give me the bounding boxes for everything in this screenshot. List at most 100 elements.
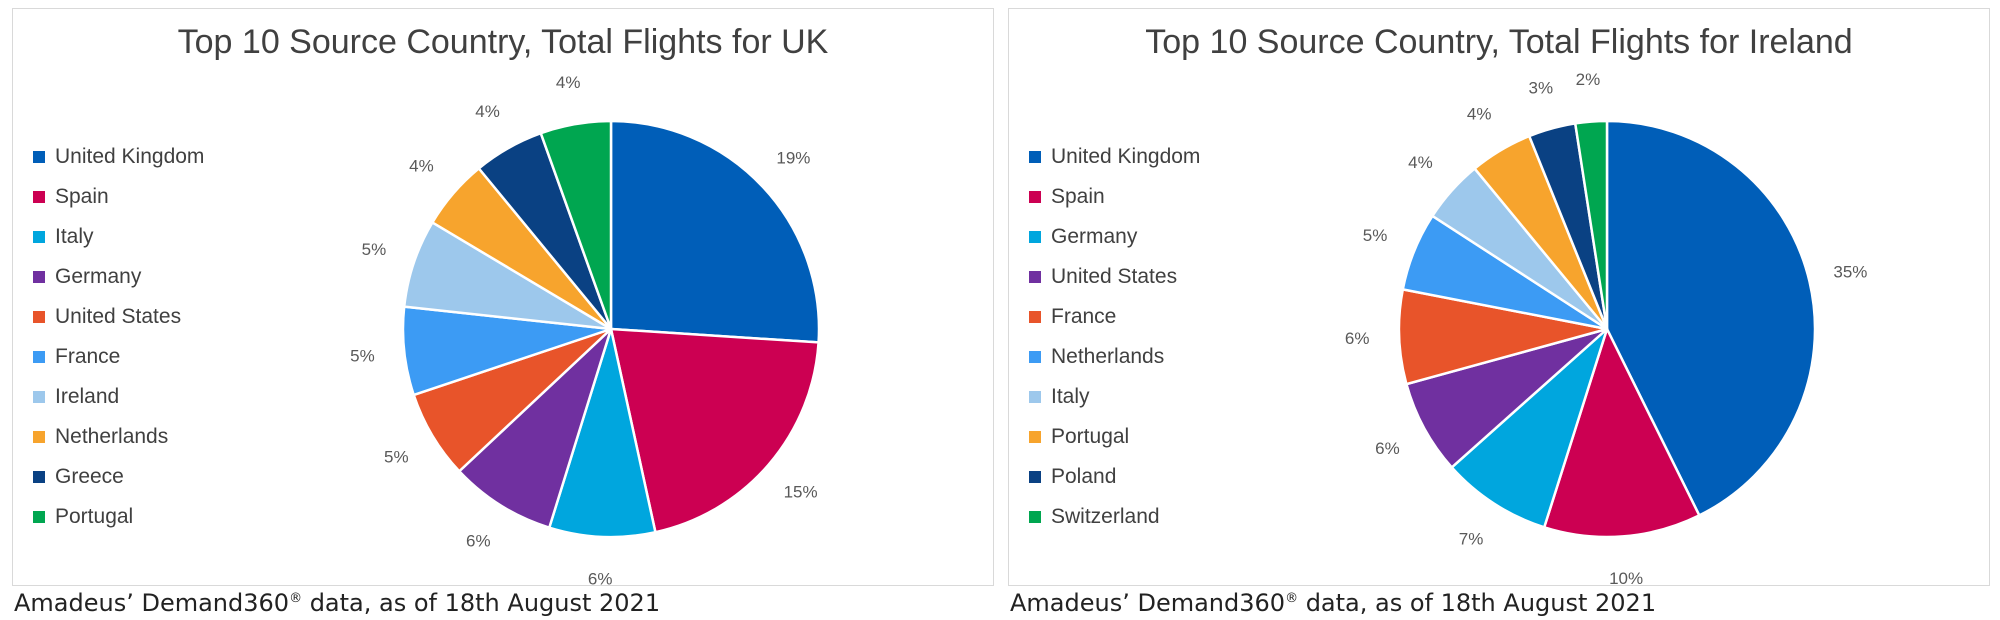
pie-slice-portugal xyxy=(539,119,613,331)
legend-label: Ireland xyxy=(55,385,120,408)
legend-label: Switzerland xyxy=(1051,505,1160,528)
legend-label: United States xyxy=(55,305,182,328)
pie-slice-italy xyxy=(548,327,657,539)
data-label-united-states: 6% xyxy=(1375,439,1400,458)
legend-swatch xyxy=(33,191,45,203)
legend-label: United States xyxy=(1051,265,1178,288)
legend-label: Portugal xyxy=(1051,425,1130,448)
legend-item-switzerland: Switzerland xyxy=(1029,497,1200,537)
source-caption: Amadeus’ Demand360® data, as of 18th Aug… xyxy=(14,589,660,617)
legend-swatch xyxy=(33,351,45,363)
legend-swatch xyxy=(1029,511,1041,523)
registered-mark: ® xyxy=(289,591,303,606)
legend-label: United Kingdom xyxy=(55,145,205,168)
legend-item-france: France xyxy=(1029,297,1200,337)
legend-swatch xyxy=(1029,391,1041,403)
data-label-spain: 10% xyxy=(1609,569,1643,587)
legend-label: Spain xyxy=(55,185,109,208)
legend-swatch xyxy=(1029,191,1041,203)
legend-label: Italy xyxy=(1051,385,1090,408)
data-label-united-states: 5% xyxy=(384,448,409,467)
legend: United Kingdom Spain Italy Germany United St… xyxy=(33,137,204,537)
data-label-italy: 6% xyxy=(588,569,613,587)
source-caption: Amadeus’ Demand360® data, as of 18th Aug… xyxy=(1010,589,1656,617)
legend-label: France xyxy=(1051,305,1117,328)
legend-item-united-kingdom: United Kingdom xyxy=(1029,137,1200,177)
legend-item-italy: Italy xyxy=(1029,377,1200,417)
data-label-portugal: 4% xyxy=(1467,105,1492,124)
data-label-germany: 6% xyxy=(466,531,491,550)
chart-title: Top 10 Source Country, Total Flights for… xyxy=(177,23,829,61)
legend-label: Greece xyxy=(55,465,124,488)
legend-swatch xyxy=(1029,151,1041,163)
legend-item-united-states: United States xyxy=(33,297,204,337)
legend-swatch xyxy=(1029,431,1041,443)
registered-mark: ® xyxy=(1285,591,1299,606)
data-label-switzerland: 2% xyxy=(1576,70,1601,89)
legend-swatch xyxy=(33,511,45,523)
pie-slice-spain xyxy=(609,327,820,534)
legend-item-united-kingdom: United Kingdom xyxy=(33,137,204,177)
data-label-france: 5% xyxy=(350,346,375,365)
pie-slice-united-kingdom xyxy=(609,119,821,344)
data-label-poland: 3% xyxy=(1529,78,1554,97)
pie-chart: 35% 10% 7% 6% 6% 5% 4% 4% 3% 2% xyxy=(1345,70,1868,587)
data-label-spain: 15% xyxy=(784,483,818,502)
legend-label: United Kingdom xyxy=(1051,145,1201,168)
legend-swatch xyxy=(1029,231,1041,243)
legend-item-poland: Poland xyxy=(1029,457,1200,497)
data-label-germany: 7% xyxy=(1459,529,1484,548)
legend-item-united-states: United States xyxy=(1029,257,1200,297)
data-label-france: 6% xyxy=(1345,329,1370,348)
legend-swatch xyxy=(1029,351,1041,363)
legend-swatch xyxy=(33,471,45,483)
pie-slice-germany xyxy=(458,327,613,529)
legend-item-netherlands: Netherlands xyxy=(1029,337,1200,377)
legend-item-spain: Spain xyxy=(1029,177,1200,217)
data-label-ireland: 5% xyxy=(362,240,387,259)
legend-item-germany: Germany xyxy=(1029,217,1200,257)
legend-item-netherlands: Netherlands xyxy=(33,417,204,457)
data-label-greece: 4% xyxy=(475,102,500,121)
pie-slice-spain xyxy=(1542,327,1701,539)
source-text: Amadeus’ Demand360 xyxy=(1010,589,1286,617)
data-label-united-kingdom: 19% xyxy=(776,149,810,168)
chart-panel-uk: Top 10 Source Country, Total Flights for… xyxy=(12,8,994,587)
legend-label: Spain xyxy=(1051,185,1105,208)
legend-swatch xyxy=(33,391,45,403)
legend-item-france: France xyxy=(33,337,204,377)
legend-label: Netherlands xyxy=(55,425,169,448)
data-label-italy: 4% xyxy=(1408,153,1433,172)
source-text: Amadeus’ Demand360 xyxy=(14,589,290,617)
legend-item-portugal: Portugal xyxy=(33,497,204,537)
legend: United Kingdom Spain Germany United States F… xyxy=(1029,137,1200,537)
pie-chart: 19% 15% 6% 6% 5% 5% 5% 4% 4% 4% xyxy=(350,73,821,587)
pie-slice-switzerland xyxy=(1573,119,1609,331)
legend-item-portugal: Portugal xyxy=(1029,417,1200,457)
legend-label: France xyxy=(55,345,121,368)
legend-label: Portugal xyxy=(55,505,134,528)
legend-label: Germany xyxy=(55,265,142,288)
legend-swatch xyxy=(1029,311,1041,323)
pie-slice-united-kingdom xyxy=(1605,119,1817,517)
legend-item-germany: Germany xyxy=(33,257,204,297)
legend-label: Germany xyxy=(1051,225,1138,248)
legend-label: Netherlands xyxy=(1051,345,1165,368)
legend-swatch xyxy=(33,151,45,163)
source-text-rest: data, as of 18th August 2021 xyxy=(1298,589,1657,617)
legend-item-ireland: Ireland xyxy=(33,377,204,417)
legend-item-italy: Italy xyxy=(33,217,204,257)
chart-title: Top 10 Source Country, Total Flights for… xyxy=(1145,23,1853,61)
data-label-united-kingdom: 35% xyxy=(1833,263,1867,282)
legend-item-spain: Spain xyxy=(33,177,204,217)
legend-swatch xyxy=(33,271,45,283)
data-label-netherlands: 4% xyxy=(409,157,434,176)
legend-swatch xyxy=(1029,271,1041,283)
legend-swatch xyxy=(33,431,45,443)
legend-swatch xyxy=(1029,471,1041,483)
legend-label: Italy xyxy=(55,225,94,248)
legend-label: Poland xyxy=(1051,465,1117,488)
chart-panel-ireland: Top 10 Source Country, Total Flights for… xyxy=(1008,8,1990,587)
legend-swatch xyxy=(33,231,45,243)
data-label-netherlands: 5% xyxy=(1363,226,1388,245)
